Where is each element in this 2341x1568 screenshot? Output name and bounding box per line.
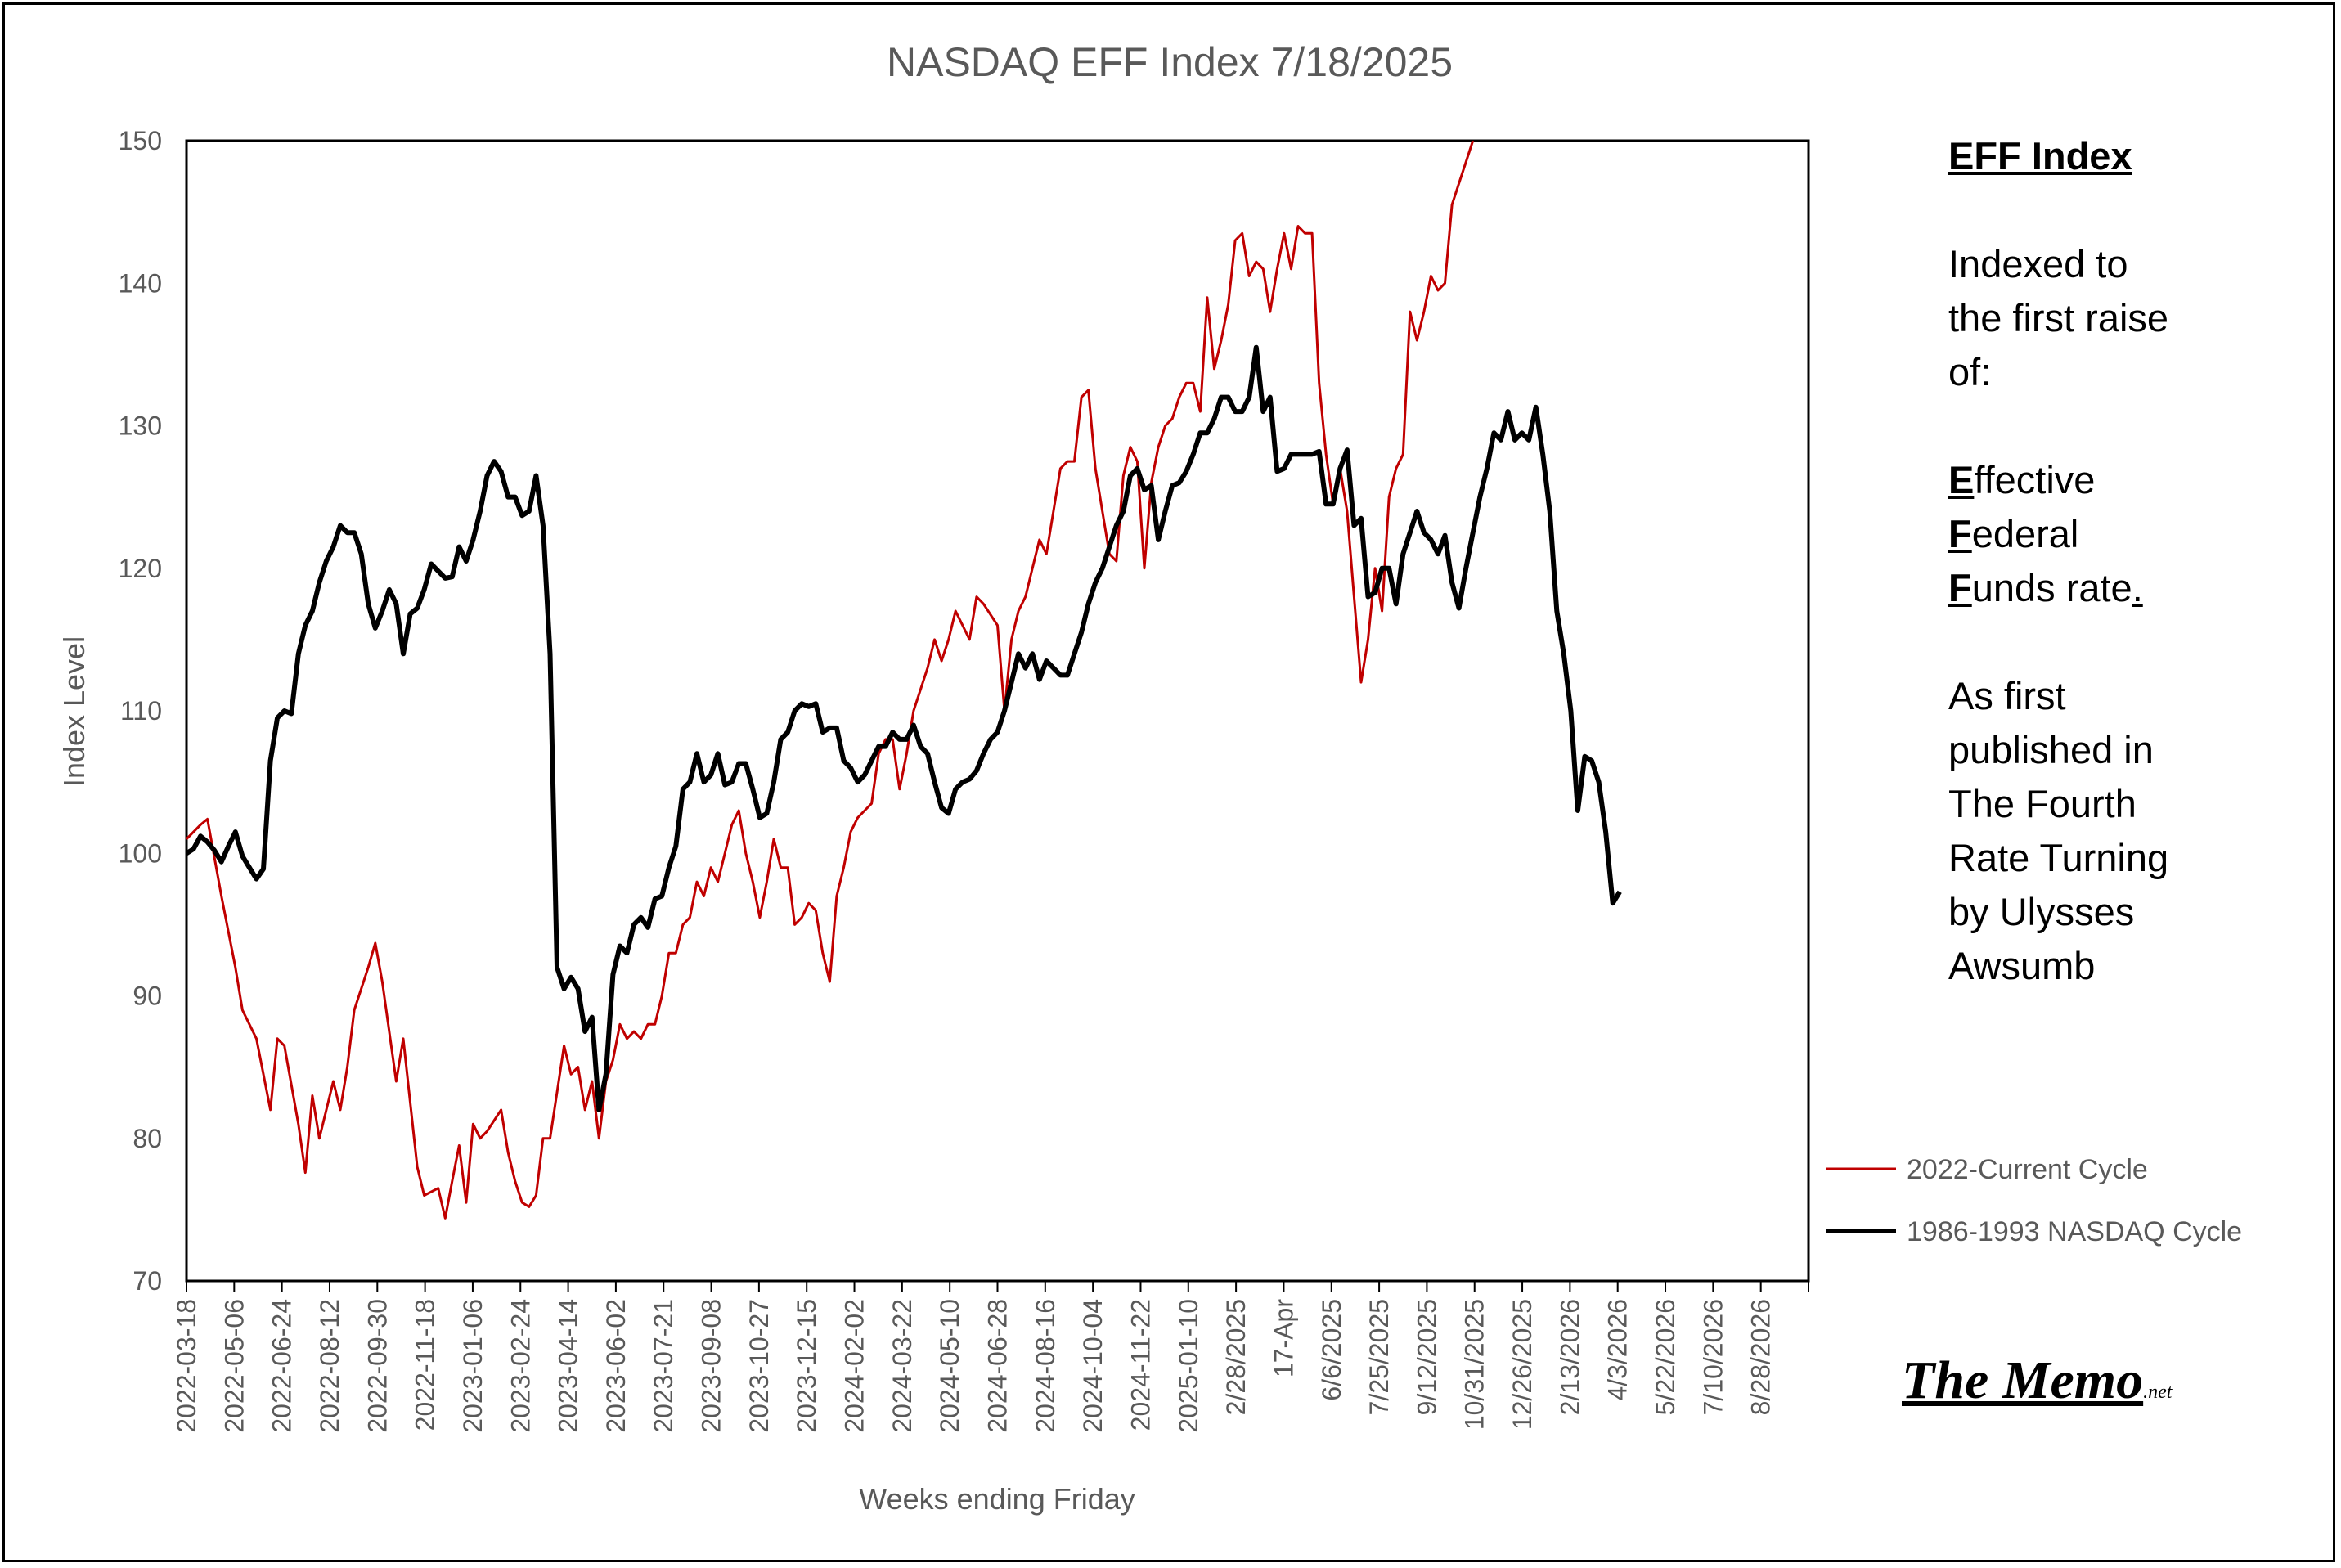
series-line-current-cycle [185,140,1475,1220]
x-tick-label: 7/10/2026 [1698,1299,1728,1415]
x-tick-label: 2023-06-02 [601,1299,631,1433]
x-tick-label: 2022-09-30 [362,1299,392,1433]
x-tick-label: 2023-09-08 [697,1299,726,1433]
x-tick-label: 2023-04-14 [554,1299,583,1433]
x-tick-label: 17-Apr [1269,1299,1298,1377]
annotation-effective: Effective [1948,453,2292,507]
annotation-published-line: Awsumb [1948,944,2096,987]
y-tick-label: 150 [119,126,162,155]
initial-letter: E [1948,458,1975,501]
y-axis: 70 80 90 100 110 120 130 140 150 [119,126,162,1296]
x-tick-label: 2024-03-22 [887,1299,917,1433]
x-tick-label: 2022-06-24 [267,1299,297,1433]
x-tick-label: 12/26/2025 [1507,1299,1537,1430]
x-tick-label: 2023-01-06 [458,1299,488,1433]
annotation-published-line: Rate Turning [1948,836,2169,879]
y-axis-title: Index Level [57,636,91,787]
word-tail: . [2132,566,2143,609]
x-tick-label: 5/22/2026 [1651,1299,1680,1415]
x-tick-label: 2023-12-15 [792,1299,821,1433]
initial-letter: F [1948,566,1972,609]
chart-title: NASDAQ EFF Index 7/18/2025 [887,39,1453,85]
annotation-heading: EFF Index [1948,134,2132,177]
x-tick-label: 2023-07-21 [649,1299,678,1433]
x-tick-label: 2024-08-16 [1031,1299,1060,1433]
legend: 2022-Current Cycle 1986-1993 NASDAQ Cycl… [1826,1154,2242,1247]
y-tick-label: 70 [133,1266,162,1296]
y-tick-label: 100 [119,838,162,868]
plot-area [185,139,1810,1283]
x-tick-label: 6/6/2025 [1317,1299,1346,1401]
annotation-published-line: As first [1948,674,2066,717]
series-line-nasdaq-cycle [185,344,1622,1112]
annotation-panel: EFF Index Indexed to the first raise of:… [1948,129,2292,993]
x-tick-label: 2022-03-18 [172,1299,201,1433]
annotation-funds-rate: Funds rate. [1948,561,2292,615]
x-tick-label: 10/31/2025 [1460,1299,1490,1430]
logo-suffix: .net [2143,1382,2173,1403]
x-tick-label: 2022-08-12 [315,1299,344,1433]
annotation-published-line: The Fourth [1948,782,2137,825]
legend-label-current-cycle: 2022-Current Cycle [1907,1154,2148,1185]
legend-label-nasdaq-cycle: 1986-1993 NASDAQ Cycle [1907,1216,2242,1247]
y-tick-label: 140 [119,268,162,298]
x-tick-label: 2024-11-22 [1126,1299,1155,1431]
x-tick-label: 2024-10-04 [1078,1299,1108,1433]
x-tick-label: 2023-10-27 [744,1299,774,1433]
the-memo-logo: The Memo.net [1902,1350,2172,1412]
x-axis-title: Weeks ending Friday [859,1482,1135,1516]
x-tick-label: 2/28/2025 [1221,1299,1251,1415]
x-tick-label: 2024-02-02 [840,1299,869,1433]
y-tick-label: 90 [133,982,162,1011]
x-tick-label: 2024-05-10 [935,1299,964,1433]
y-tick-label: 130 [119,411,162,441]
x-tick-label: 9/12/2025 [1412,1299,1441,1415]
x-tick-label: 2024-06-28 [983,1299,1013,1433]
logo-text: The Memo [1902,1350,2144,1410]
x-tick-label: 2/13/2026 [1555,1299,1584,1415]
x-tick-label: 7/25/2025 [1364,1299,1394,1415]
annotation-federal: Federal [1948,507,2292,561]
annotation-indexed-line: of: [1948,350,1992,393]
annotation-indexed-line: the first raise [1948,296,2169,339]
x-tick-label: 2022-11-18 [411,1299,440,1431]
y-tick-label: 120 [119,554,162,583]
y-tick-label: 80 [133,1124,162,1153]
word-rest: ederal [1971,512,2079,555]
x-axis: 2022-03-18 2022-05-06 2022-06-24 2022-08-12… [172,1281,1809,1433]
annotation-published-line: published in [1948,728,2154,771]
x-tick-label: 2023-02-24 [505,1299,535,1433]
word-rest: unds rate [1971,566,2132,609]
word-rest: ffective [1974,458,2096,501]
y-tick-label: 110 [120,696,162,726]
x-tick-label: 2025-01-10 [1174,1299,1203,1433]
initial-letter: F [1948,512,1972,555]
x-tick-label: 2022-05-06 [219,1299,249,1433]
series-layer [185,140,1622,1220]
x-tick-label: 4/3/2026 [1603,1299,1633,1401]
annotation-indexed-line: Indexed to [1948,242,2128,285]
x-tick-label: 8/28/2026 [1746,1299,1776,1415]
annotation-published-line: by Ulysses [1948,890,2135,933]
